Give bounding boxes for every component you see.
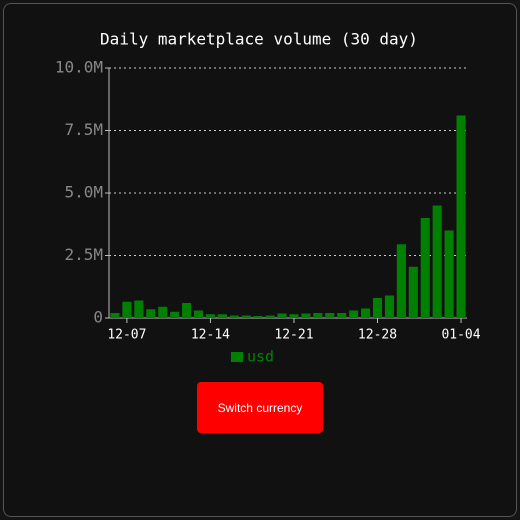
- bar: [349, 310, 359, 318]
- bar: [289, 314, 299, 318]
- bar: [134, 300, 144, 318]
- bar: [217, 314, 227, 318]
- bar: [396, 244, 406, 318]
- bar: [110, 313, 120, 318]
- y-tick-label: 7.5M: [64, 120, 103, 139]
- bar: [229, 315, 239, 318]
- bar: [158, 306, 168, 318]
- legend-swatch: [231, 352, 243, 362]
- x-tick-label: 12-28: [358, 328, 397, 343]
- bar: [170, 311, 180, 318]
- bar: [313, 313, 323, 318]
- legend-label: usd: [247, 348, 274, 366]
- bar: [193, 310, 204, 318]
- bar: [122, 301, 132, 318]
- bar: [265, 315, 275, 318]
- bar: [408, 266, 418, 318]
- bar: [432, 205, 442, 318]
- bar: [182, 303, 192, 318]
- bar: [420, 218, 430, 318]
- bar: [372, 298, 383, 318]
- bar: [325, 313, 335, 318]
- switch-currency-button[interactable]: Switch currency: [197, 382, 323, 433]
- bar: [337, 313, 347, 318]
- x-tick-label: 12-14: [191, 328, 230, 343]
- bar: [361, 308, 371, 318]
- bar: [444, 230, 454, 318]
- bar: [205, 314, 215, 318]
- bar: [301, 313, 311, 318]
- x-tick-label: 12-07: [107, 328, 146, 343]
- bar: [384, 295, 394, 318]
- y-tick-label: 10.0M: [55, 58, 103, 77]
- x-tick-label: 12-21: [274, 328, 313, 343]
- bar: [241, 315, 251, 318]
- bar: [277, 313, 287, 318]
- y-tick-label: 0: [93, 308, 103, 327]
- x-tick-label: 01-04: [441, 328, 480, 343]
- bar: [146, 309, 156, 318]
- bar: [253, 316, 263, 318]
- y-tick-label: 2.5M: [64, 245, 103, 264]
- y-tick-label: 5.0M: [64, 183, 103, 202]
- chart-title: Daily marketplace volume (30 day): [100, 30, 418, 49]
- bar: [456, 115, 466, 318]
